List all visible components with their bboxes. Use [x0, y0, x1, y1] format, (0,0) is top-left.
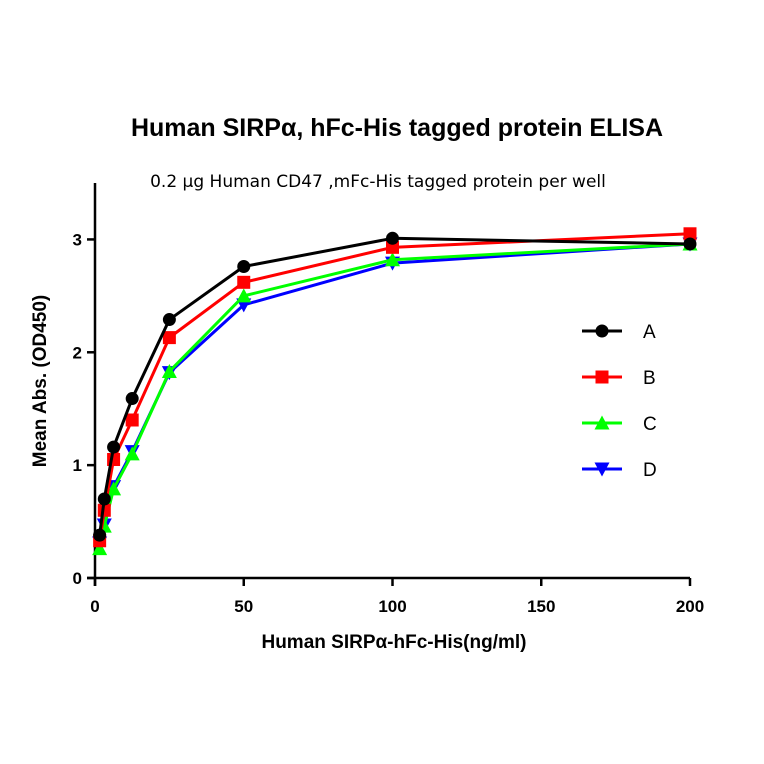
data-point-C — [106, 481, 122, 496]
data-point-C — [92, 541, 108, 556]
legend-label: B — [643, 368, 656, 389]
data-point-B — [162, 331, 176, 345]
data-point-A — [93, 528, 107, 542]
series-line-B — [98, 232, 691, 541]
x-tick-label: 100 — [378, 597, 406, 616]
series-line-C — [98, 242, 691, 549]
legend-item-A: A — [582, 322, 656, 343]
data-point-B — [683, 227, 697, 241]
data-point-C — [385, 252, 400, 267]
data-point-B — [386, 240, 399, 254]
x-axis-label: Human SIRPα-hFc-His(ng/ml) — [261, 632, 526, 653]
data-point-C — [236, 288, 252, 303]
axes: 0 1 2 3 0 50 100 150 200 — [73, 183, 704, 616]
legend-label: A — [643, 322, 656, 343]
data-point-B — [237, 275, 251, 289]
legend-item-C: C — [582, 414, 657, 435]
legend-label: C — [643, 414, 657, 435]
data-point-C — [124, 446, 140, 461]
series-layer — [92, 227, 698, 556]
legend-marker — [595, 324, 609, 338]
legend: A B C D — [582, 322, 657, 481]
data-point-B — [125, 413, 139, 427]
x-tick-label: 50 — [234, 597, 253, 616]
y-tick-label: 1 — [73, 456, 82, 475]
x-tick-label: 200 — [676, 597, 704, 616]
series-B — [93, 227, 697, 548]
series-line-D — [98, 242, 691, 544]
y-tick-label: 2 — [73, 343, 82, 362]
data-point-A — [125, 392, 139, 406]
legend-marker — [594, 415, 610, 430]
data-point-A — [683, 237, 697, 251]
series-D — [92, 237, 698, 551]
series-A — [93, 231, 697, 542]
legend-marker — [594, 462, 610, 477]
data-point-A — [386, 231, 399, 245]
series-line-A — [98, 236, 691, 536]
y-axis-label: Mean Abs. (OD450) — [30, 295, 51, 467]
data-point-A — [162, 313, 176, 327]
legend-item-B: B — [582, 368, 656, 389]
series-C — [92, 236, 698, 556]
chart-subtitle: 0.2 µg Human CD47 ,mFc-His tagged protei… — [150, 172, 606, 192]
chart-title: Human SIRPα, hFc-His tagged protein ELIS… — [131, 114, 663, 142]
legend-item-D: D — [582, 460, 657, 481]
data-point-C — [161, 363, 177, 378]
legend-marker — [595, 370, 609, 384]
y-tick-label: 3 — [73, 230, 82, 249]
data-point-A — [107, 440, 121, 454]
legend-label: D — [643, 460, 657, 481]
y-tick-label: 0 — [73, 569, 82, 588]
x-tick-label: 150 — [527, 597, 555, 616]
data-point-A — [237, 260, 251, 274]
data-point-A — [97, 492, 111, 506]
x-tick-label: 0 — [90, 597, 99, 616]
